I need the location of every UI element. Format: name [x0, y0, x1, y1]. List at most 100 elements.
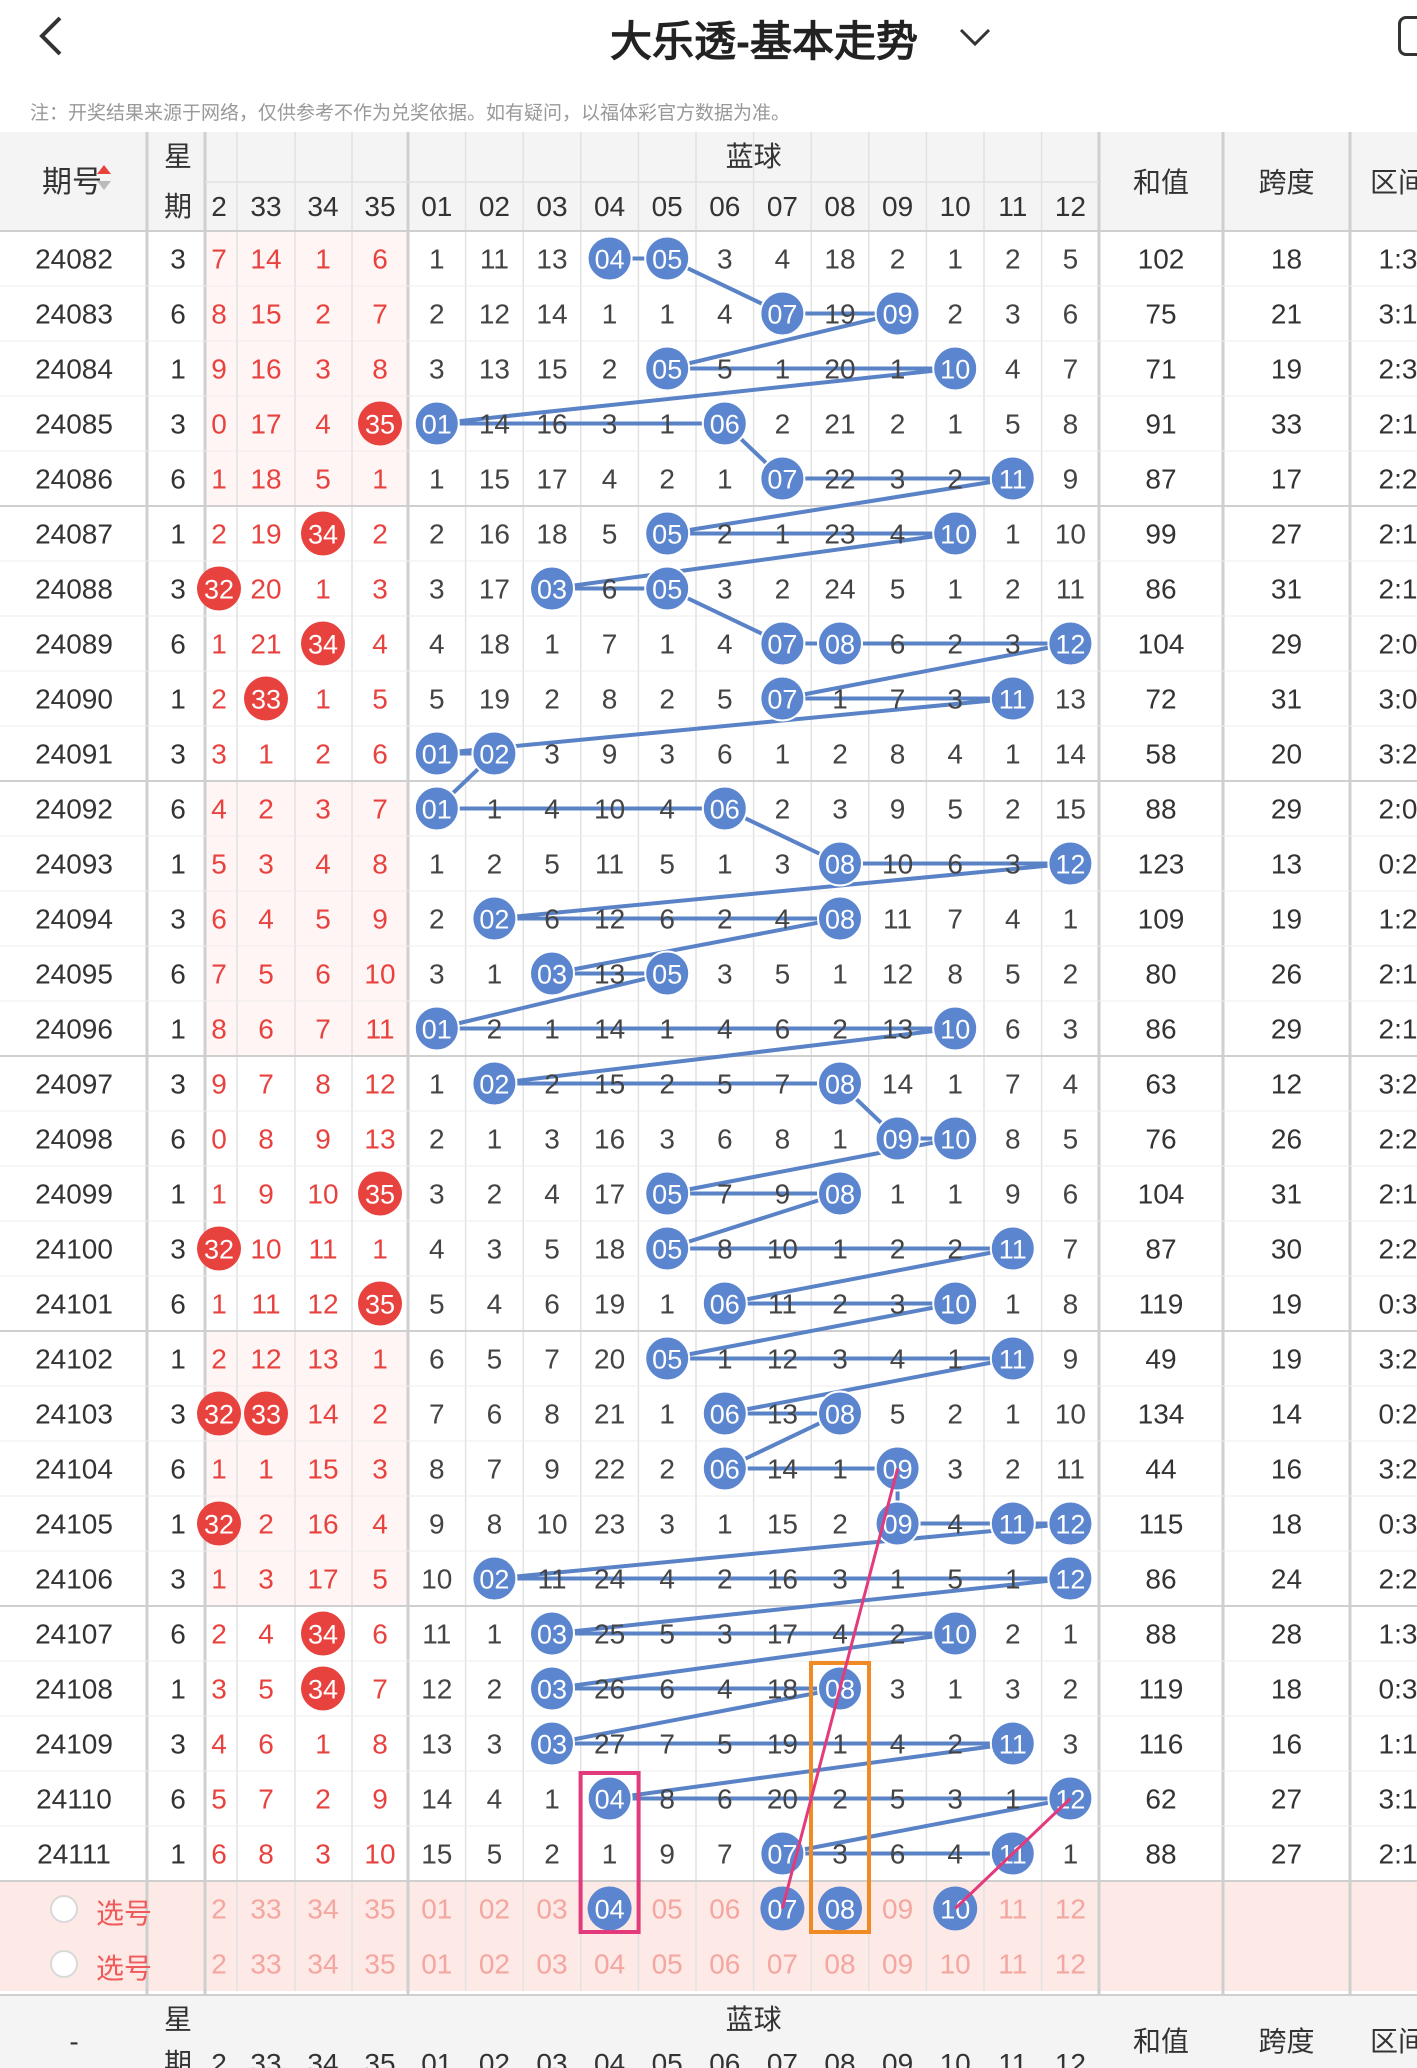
select-label[interactable]: 选号	[96, 1952, 153, 1984]
front-stripe	[205, 726, 408, 781]
blue-ball	[1047, 620, 1094, 667]
blue-miss-count: 10	[1055, 519, 1086, 550]
footer-blue-header: 04	[594, 2048, 625, 2068]
blue-miss-count: 1	[947, 244, 963, 275]
blue-miss-count: 3	[1005, 1674, 1021, 1705]
select-blue-number: 12	[1055, 1949, 1086, 1980]
front-miss-count: 2	[372, 1399, 388, 1430]
blue-miss-count: 11	[883, 904, 912, 935]
front-miss-count: 1	[372, 464, 388, 495]
blue-miss-count: 6	[890, 629, 906, 660]
menu-icon[interactable]	[1398, 16, 1417, 56]
period-cell: 24109	[35, 1729, 113, 1760]
span-cell: 19	[1271, 354, 1302, 385]
blue-miss-count: 5	[429, 1289, 445, 1320]
page-title[interactable]: 大乐透-基本走势	[610, 18, 918, 65]
sum-cell: 99	[1145, 519, 1176, 550]
front-stripe	[205, 671, 408, 726]
blue-miss-count: 2	[429, 519, 445, 550]
zone-cell: 1:3	[1379, 244, 1417, 275]
blue-miss-count: 3	[890, 1289, 906, 1320]
front-col-header: 2	[211, 191, 227, 222]
blue-miss-count: 2	[717, 519, 733, 550]
select-blue-number: 06	[709, 1894, 740, 1925]
blue-miss-count: 6	[717, 1784, 733, 1815]
blue-miss-count: 9	[1063, 464, 1079, 495]
blue-miss-count: 15	[1055, 794, 1086, 825]
blue-ball	[1047, 840, 1094, 887]
blue-miss-count: 7	[1063, 1234, 1079, 1265]
blue-miss-count: 2	[947, 299, 963, 330]
blue-ball	[989, 675, 1036, 722]
front-miss-count: 1	[211, 629, 227, 660]
blue-miss-count: 6	[487, 1399, 503, 1430]
front-miss-count: 8	[372, 354, 388, 385]
blue-ball	[759, 455, 806, 502]
blue-ball-number: 07	[767, 630, 797, 660]
blue-miss-count: 5	[717, 1729, 733, 1760]
selected-blue-number: 04	[595, 1895, 625, 1925]
blue-miss-count: 5	[1005, 409, 1021, 440]
zone-cell: 3:2	[1379, 1069, 1417, 1100]
front-miss-count: 16	[250, 354, 281, 385]
front-stripe	[205, 946, 408, 1001]
blue-miss-count: 1	[947, 1674, 963, 1705]
blue-miss-count: 8	[1063, 409, 1079, 440]
blue-ball-number: 06	[710, 795, 740, 825]
select-front-number: 35	[364, 1894, 395, 1925]
blue-ball	[471, 1060, 518, 1107]
blue-ball	[989, 1500, 1036, 1547]
week-cell: 1	[170, 849, 186, 880]
blue-ball	[759, 620, 806, 667]
blue-ball-number: 05	[652, 245, 682, 275]
blue-miss-count: 4	[544, 1179, 560, 1210]
blue-ball-number: 12	[1055, 1510, 1085, 1540]
front-ball-number: 34	[308, 520, 338, 550]
blue-miss-count: 7	[775, 1069, 791, 1100]
blue-ball	[644, 235, 691, 282]
blue-miss-count: 26	[594, 1674, 625, 1705]
blue-miss-count: 1	[947, 409, 963, 440]
blue-miss-count: 4	[487, 1289, 503, 1320]
blue-miss-count: 1	[659, 409, 675, 440]
annotation-line	[780, 1468, 900, 1909]
select-radio[interactable]	[50, 1949, 78, 1978]
blue-ball	[586, 1775, 633, 1822]
front-miss-count: 1	[258, 1454, 274, 1485]
period-cell: 24083	[35, 299, 113, 330]
sum-cell: 116	[1139, 1729, 1184, 1760]
annotation-line	[954, 1797, 1072, 1910]
blue-miss-count: 1	[717, 849, 733, 880]
blue-miss-count: 1	[832, 1234, 848, 1265]
front-miss-count: 5	[211, 849, 227, 880]
blue-ball	[529, 950, 575, 997]
blue-miss-count: 21	[824, 409, 855, 440]
back-icon[interactable]	[32, 14, 72, 58]
blue-miss-count: 3	[890, 1674, 906, 1705]
blue-miss-count: 24	[594, 1564, 625, 1595]
sum-cell: 87	[1145, 1234, 1176, 1265]
chevron-down-icon[interactable]	[955, 22, 995, 52]
sum-cell: 109	[1138, 904, 1185, 935]
week-cell: 6	[170, 794, 186, 825]
highlight-box-04	[578, 1771, 641, 1934]
zone-header: 区间	[1370, 167, 1417, 198]
select-label[interactable]: 选号	[96, 1897, 153, 1929]
blue-ball	[413, 730, 460, 777]
blue-miss-count: 3	[659, 739, 675, 770]
blue-miss-count: 4	[947, 1509, 963, 1540]
front-miss-count: 19	[250, 519, 281, 550]
select-radio[interactable]	[50, 1894, 78, 1923]
front-miss-count: 6	[211, 904, 227, 935]
front-ball	[197, 1226, 241, 1271]
blue-miss-count: 3	[429, 1179, 445, 1210]
blue-miss-count: 3	[1005, 849, 1021, 880]
blue-miss-count: 4	[429, 629, 445, 660]
front-miss-count: 6	[258, 1729, 274, 1760]
front-miss-count: 4	[258, 904, 274, 935]
blue-ball-number: 11	[999, 685, 1027, 715]
week-cell: 1	[170, 1674, 186, 1705]
blue-ball	[701, 1390, 748, 1437]
sort-up-icon	[97, 165, 111, 174]
front-stripe	[205, 836, 408, 891]
